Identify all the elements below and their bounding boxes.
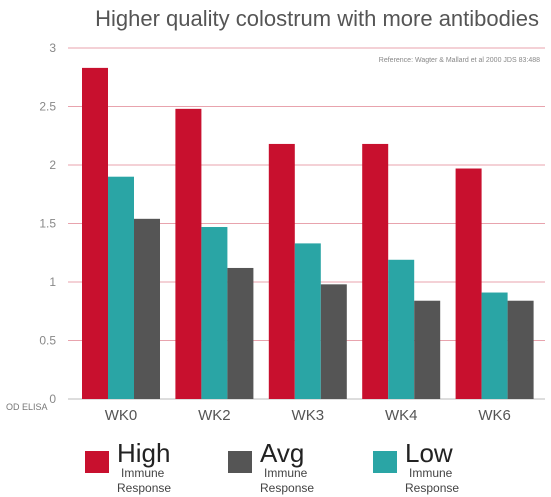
bar-avg-wk4 xyxy=(414,300,441,399)
bar-high-wk6 xyxy=(455,168,482,399)
bar-avg-wk3 xyxy=(320,284,347,399)
y-tick-label: 1.5 xyxy=(39,217,56,231)
bars xyxy=(82,67,534,399)
x-tick-label: WK3 xyxy=(292,407,325,424)
x-tick-label: WK4 xyxy=(385,407,418,424)
legend-swatch-low xyxy=(373,451,397,473)
x-tick-labels: WK0 WK2 WK3 WK4 WK6 xyxy=(105,407,511,424)
legend-swatch-avg xyxy=(228,451,252,473)
legend-label-low: Low xyxy=(405,438,453,468)
bar-high-wk0 xyxy=(82,67,108,399)
legend-sub-low-2: Response xyxy=(405,481,460,495)
legend-label-avg: Avg xyxy=(260,438,305,468)
y-tick-label: 1 xyxy=(49,275,56,289)
x-tick-label: WK6 xyxy=(478,407,511,424)
reference-note: Reference: Wagter & Mallard et al 2000 J… xyxy=(379,57,540,64)
y-tick-label: 2.5 xyxy=(39,100,56,114)
legend: High Immune Response Avg Immune Response… xyxy=(0,438,551,497)
bar-chart: 0 0.5 1 1.5 2 2.5 3 WK0 WK2 WK3 WK4 WK6 Reference:… xyxy=(6,41,545,424)
legend-sub-high-1: Immune xyxy=(121,466,165,480)
x-tick-label: WK2 xyxy=(198,407,231,424)
bar-low-wk0 xyxy=(108,176,134,399)
legend-swatch-high xyxy=(85,451,109,473)
bar-avg-wk0 xyxy=(134,218,160,399)
bar-low-wk6 xyxy=(481,292,508,399)
bar-avg-wk6 xyxy=(507,300,534,399)
legend-sub-high-2: Response xyxy=(117,481,172,495)
bar-low-wk3 xyxy=(294,243,321,399)
chart-title: Higher quality colostrum with more antib… xyxy=(95,6,539,31)
y-tick-label: 2 xyxy=(49,158,56,172)
y-tick-label: 3 xyxy=(49,41,56,55)
bar-high-wk4 xyxy=(362,143,389,399)
bar-avg-wk2 xyxy=(227,267,254,399)
y-tick-labels: 0 0.5 1 1.5 2 2.5 3 xyxy=(39,41,56,406)
bar-high-wk2 xyxy=(175,108,202,399)
bar-low-wk4 xyxy=(388,259,415,399)
legend-sub-avg-1: Immune xyxy=(264,466,308,480)
y-axis-label: OD ELISA xyxy=(6,402,48,412)
legend-label-high: High xyxy=(117,438,171,468)
bar-high-wk3 xyxy=(268,143,295,399)
legend-sub-low-1: Immune xyxy=(409,466,453,480)
y-tick-label: 0.5 xyxy=(39,334,56,348)
y-tick-label: 0 xyxy=(49,392,56,406)
bar-low-wk2 xyxy=(201,227,228,399)
legend-sub-avg-2: Response xyxy=(260,481,315,495)
x-tick-label: WK0 xyxy=(105,407,138,424)
